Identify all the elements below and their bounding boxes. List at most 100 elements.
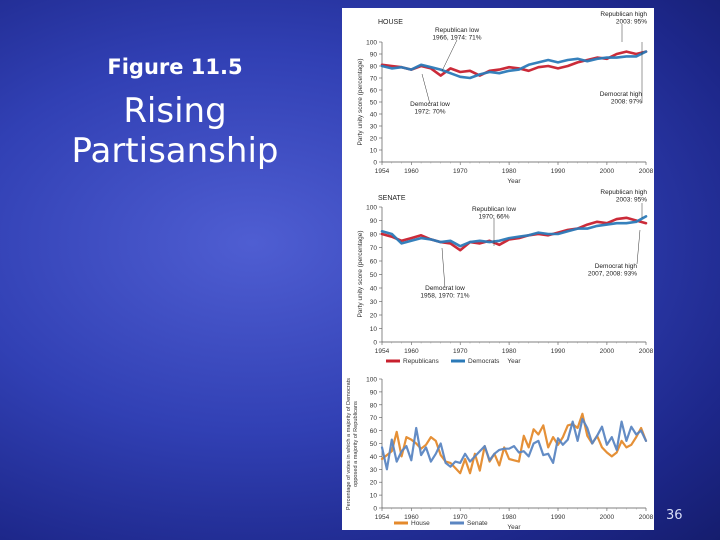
y-tick-label: 30 [370,467,378,474]
y-tick-label: 0 [373,506,377,513]
annotation-line1: Democrat high [595,263,638,270]
y-tick-label: 90 [370,52,378,59]
y-tick-label: 70 [370,76,378,83]
x-tick-label: 2000 [600,168,615,175]
y-tick-label: 80 [370,402,378,409]
legend-label: Senate [467,520,488,527]
y-tick-label: 40 [370,112,378,119]
y-tick-label: 60 [370,259,378,266]
y-tick-label: 80 [370,64,378,71]
legend-label: House [411,520,430,527]
x-tick-label: 2008 [639,514,654,521]
page-number: 36 [666,508,683,523]
x-tick-label: 2000 [600,514,615,521]
x-tick-label: 1954 [375,168,390,175]
annotation-line1: Republican low [472,206,516,213]
y-tick-label: 40 [370,454,378,461]
annotation-line2: 1958, 1970: 71% [420,293,469,300]
y-tick-label: 50 [370,272,378,279]
x-tick-label: 1970 [453,348,468,355]
y-tick-label: 40 [370,286,378,293]
panel-label: SENATE [378,195,406,202]
y-tick-label: 100 [366,205,377,212]
figure-panel: HOUSE 0 10 20 30 40 50 60 70 80 90 100 1954 1960 1970 1… [342,8,654,530]
y-tick-label: 30 [370,124,378,131]
x-tick-label: 1970 [453,514,468,521]
annotation-line2: 2003: 95% [616,19,647,26]
y-tick-label: 10 [370,493,378,500]
chart-2: SENATE 0 10 20 30 40 50 60 70 80 90 100 1954 1960 1970… [357,189,654,365]
legend-label: Democrats [468,358,500,365]
series-line-republicans [380,216,648,252]
y-tick-label: 20 [370,480,378,487]
annotation-line1: Democrat high [600,91,643,98]
x-tick-label: 2008 [639,348,654,355]
y-axis-label: Party unity score (percentage) [357,58,364,145]
annotation-line2: 1972: 70% [414,109,445,116]
y-tick-label: 70 [370,245,378,252]
annotation-line1: Democrat low [410,101,450,108]
slide-title: Figure 11.5 Rising Partisanship [55,55,295,171]
annotation-line2: 2008: 97% [611,99,642,106]
x-tick-label: 1960 [404,514,419,521]
series-line-house [380,412,648,475]
y-tick-label: 80 [370,232,378,239]
x-tick-label: 1990 [551,514,566,521]
chart-3: 0 10 20 30 40 50 60 70 80 90 100 1954 1960 1970 1980 19… [346,377,654,531]
title-line-1: Rising [123,91,227,131]
y-tick-label: 50 [370,441,378,448]
x-axis-label: Year [507,178,521,185]
series-line-democrats [380,50,648,80]
annotation-line1: Republican low [435,27,479,34]
y-tick-label: 100 [366,40,377,47]
annotation-leader [421,73,431,105]
y-tick-label: 100 [366,377,377,384]
panel-label: HOUSE [378,19,403,26]
x-tick-label: 2008 [639,168,654,175]
x-tick-label: 1990 [551,348,566,355]
y-tick-label: 0 [373,160,377,167]
figure-label: Figure 11.5 [107,55,243,79]
y-tick-label: 20 [370,313,378,320]
series-line-democrats [380,215,648,248]
chart-1: HOUSE 0 10 20 30 40 50 60 70 80 90 100 1954 1960 1970 1… [357,11,654,185]
annotation-line2: 1966, 1974: 71% [432,35,481,42]
annotation-line2: 1970: 66% [478,214,509,221]
y-tick-label: 90 [370,218,378,225]
x-tick-label: 1980 [502,168,517,175]
x-tick-label: 1980 [502,348,517,355]
annotation-leader [441,247,446,289]
x-tick-label: 2000 [600,348,615,355]
x-tick-label: 1970 [453,168,468,175]
x-tick-label: 1954 [375,348,390,355]
title-line-2: Partisanship [71,131,279,171]
y-axis-label: Party unity score (percentage) [357,230,364,317]
x-tick-label: 1980 [502,514,517,521]
y-tick-label: 70 [370,415,378,422]
y-tick-label: 10 [370,326,378,333]
annotation-line1: Democrat low [425,285,465,292]
annotation-leader [636,229,641,265]
annotation-line1: Republican high [600,11,647,18]
x-axis-label: Year [507,524,521,530]
y-tick-label: 60 [370,88,378,95]
y-axis-label: Percentage of votes in which a majority … [346,378,359,510]
y-tick-label: 90 [370,389,378,396]
annotation-leader [441,39,458,72]
legend-label: Republicans [403,358,440,365]
y-tick-label: 60 [370,428,378,435]
x-tick-label: 1960 [404,348,419,355]
x-tick-label: 1954 [375,514,390,521]
series-line-senate [380,417,648,471]
y-tick-label: 20 [370,136,378,143]
annotation-line2: 2003: 95% [616,197,647,204]
y-tick-label: 50 [370,100,378,107]
y-tick-label: 0 [373,340,377,347]
y-tick-label: 10 [370,148,378,155]
x-tick-label: 1990 [551,168,566,175]
annotation-line1: Republican high [600,189,647,196]
annotation-line2: 2007, 2008: 93% [588,271,637,278]
x-tick-label: 1960 [404,168,419,175]
y-tick-label: 30 [370,299,378,306]
